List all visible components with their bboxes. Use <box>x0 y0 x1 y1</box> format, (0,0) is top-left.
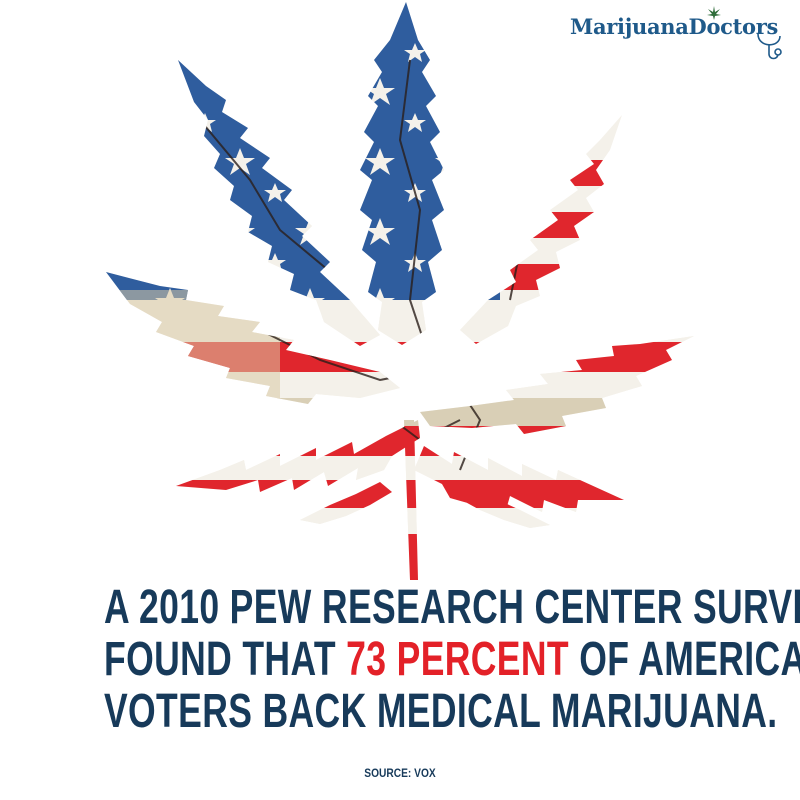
headline-line-3: VOTERS BACK MEDICAL MARIJUANA. <box>104 685 778 738</box>
source-credit: SOURCE: VOX <box>364 766 436 780</box>
logo-text: MarijuanaDoctors <box>570 14 779 39</box>
highlight-percent: 73 PERCENT <box>346 633 569 686</box>
flag-cannabis-leaf <box>106 2 694 580</box>
headline-line-1: A 2010 PEW RESEARCH CENTER SURVEY <box>104 581 800 634</box>
stethoscope-icon <box>757 34 782 60</box>
headline-line-2: FOUND THAT 73 PERCENT OF AMERICAN <box>104 633 800 686</box>
headline-line-2-start: FOUND THAT <box>104 633 347 686</box>
marijuana-doctors-logo: MarijuanaDoctors <box>570 6 790 60</box>
small-leaf-icon <box>707 6 721 20</box>
headline-line-2-end: OF AMERICAN <box>579 633 800 686</box>
headline: A 2010 PEW RESEARCH CENTER SURVEY FOUND … <box>104 581 800 738</box>
